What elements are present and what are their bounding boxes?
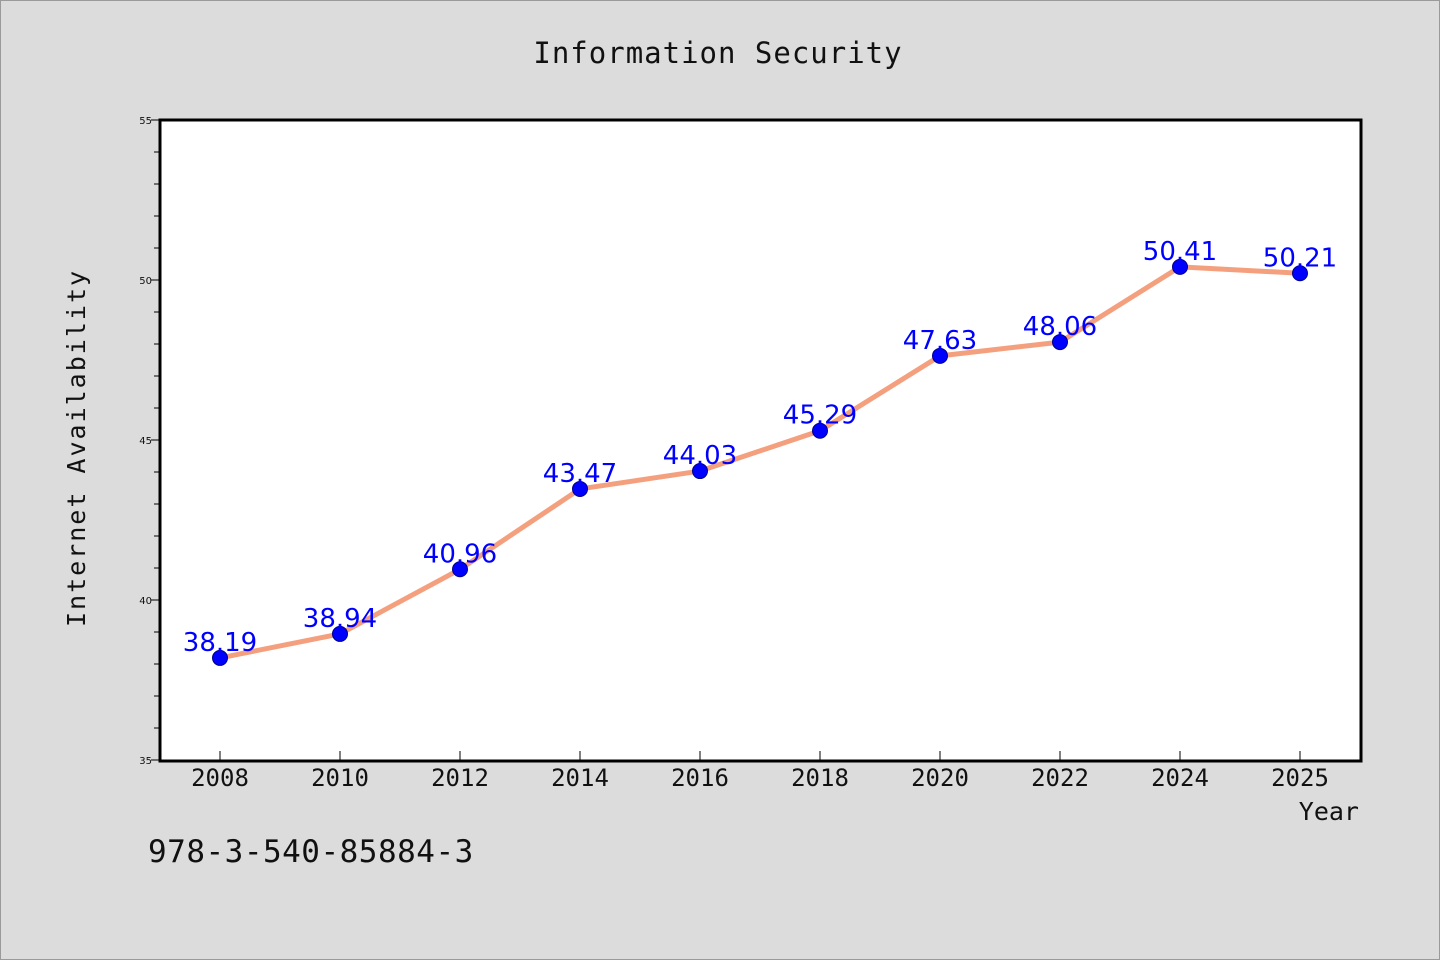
x-tick-label: 2020 xyxy=(911,764,969,792)
data-label: 50.21 xyxy=(1263,243,1337,273)
data-point xyxy=(332,625,348,642)
data-point xyxy=(692,463,708,480)
plot-area xyxy=(158,118,1363,763)
data-label: 43.47 xyxy=(543,459,617,489)
data-label: 44.03 xyxy=(663,441,737,471)
y-tick-label: 40 xyxy=(139,596,152,607)
isbn-caption: 978-3-540-85884-3 xyxy=(148,834,474,870)
data-label: 38.19 xyxy=(183,628,257,658)
data-point xyxy=(1172,258,1188,275)
x-tick-label: 2010 xyxy=(311,764,369,792)
x-tick-label: 2014 xyxy=(551,764,609,792)
data-label: 48.06 xyxy=(1023,312,1097,342)
series-line xyxy=(217,264,1303,661)
data-label: 50.41 xyxy=(1143,237,1217,267)
data-point xyxy=(1292,265,1308,282)
x-tick-label: 2018 xyxy=(791,764,849,792)
data-label: 45.29 xyxy=(783,401,857,431)
x-tick-label: 2025 xyxy=(1271,764,1329,792)
x-tick-label: 2012 xyxy=(431,764,489,792)
data-point xyxy=(452,561,468,578)
data-label: 47.63 xyxy=(903,326,977,356)
y-tick-label: 55 xyxy=(139,116,152,127)
x-tick-label: 2016 xyxy=(671,764,729,792)
data-label: 38.94 xyxy=(303,604,377,634)
y-axis-label: Internet Availability xyxy=(62,269,91,627)
y-axis: 35 40 45 50 55 xyxy=(139,116,160,767)
x-tick-label: 2024 xyxy=(1151,764,1209,792)
data-label: 40.96 xyxy=(423,539,497,569)
y-tick-label: 45 xyxy=(139,436,152,447)
data-point xyxy=(932,347,948,364)
x-axis-label: Year xyxy=(1299,797,1359,826)
x-axis: 2008 2010 2012 2014 2016 2018 2020 2022 2024 2025 xyxy=(191,751,1329,792)
series-group xyxy=(212,258,1308,666)
y-tick-label: 35 xyxy=(139,756,152,767)
y-tick-label: 50 xyxy=(139,276,152,287)
chart-title: Information Security xyxy=(533,36,902,70)
data-point xyxy=(572,480,588,497)
data-point xyxy=(812,422,828,439)
x-tick-label: 2022 xyxy=(1031,764,1089,792)
x-tick-label: 2008 xyxy=(191,764,249,792)
data-point xyxy=(212,649,228,666)
data-point xyxy=(1052,334,1068,351)
data-labels-group: 38.19 38.94 40.96 43.47 44.03 45.29 47.63 48.06… xyxy=(183,237,1337,658)
